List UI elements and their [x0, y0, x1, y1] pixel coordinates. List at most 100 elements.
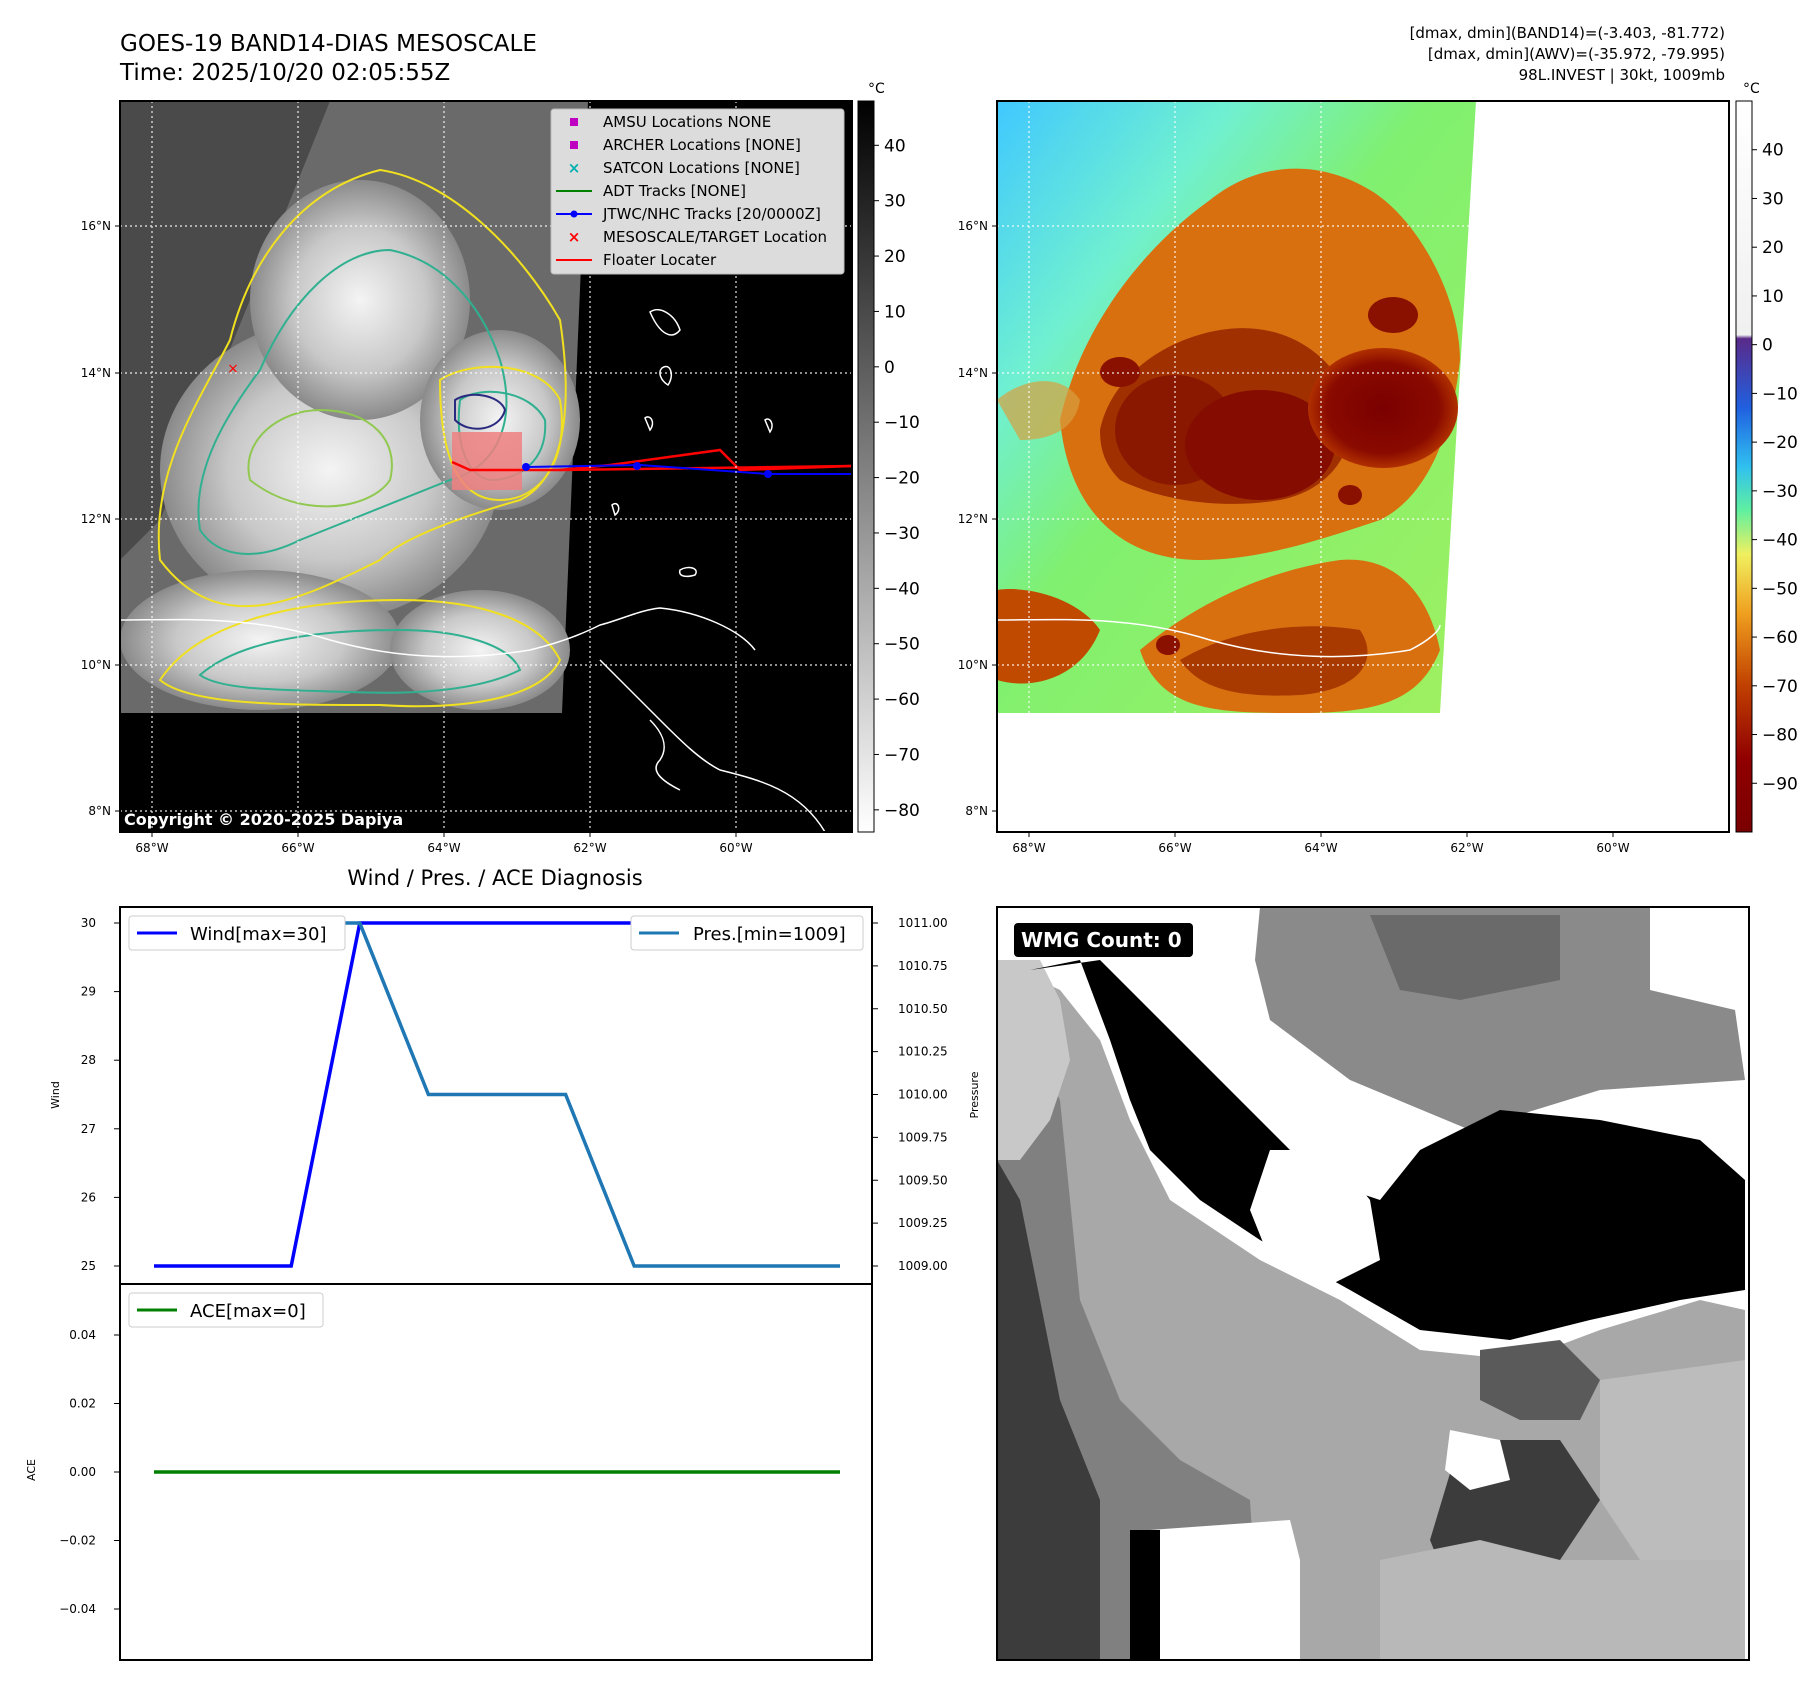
colorbar-tick-label: −10	[1762, 384, 1798, 404]
legend-entry-label: MESOSCALE/TARGET Location	[603, 228, 827, 246]
legend-entry-label: ADT Tracks [NONE]	[603, 182, 746, 200]
svg-text:×: ×	[568, 228, 581, 246]
lat-tick-label: 16°N	[81, 219, 111, 233]
lat-tick-label: 16°N	[958, 219, 988, 233]
awv-map-panel	[997, 101, 1729, 832]
lat-tick-label: 14°N	[958, 366, 988, 380]
colorbar-tick-label: −50	[884, 635, 920, 655]
lat-tick-label: 10°N	[958, 658, 988, 672]
diagnosis-title: Wind / Pres. / ACE Diagnosis	[347, 866, 642, 890]
colorbar-tick-label: 20	[884, 247, 906, 267]
colorbar-tick-label: −40	[884, 579, 920, 599]
colorbar-tick-label: −20	[1762, 433, 1798, 453]
ir-map-legend: AMSU Locations NONE ARCHER Locations [NON…	[550, 108, 845, 275]
colorbar-tick-label: 30	[1762, 189, 1784, 209]
colorbar-tick-label: 10	[884, 302, 906, 322]
pressure-legend-label: Pres.[min=1009]	[693, 924, 846, 945]
colorbar-tick-label: −10	[884, 413, 920, 433]
target-location-marker: ×	[227, 361, 239, 377]
lat-tick-label: 10°N	[81, 658, 111, 672]
ace-tick-label: −0.04	[59, 1602, 96, 1616]
pressure-axis-ticks: 1011.00 1010.75 1010.50 1010.25 1010.00 1009.…	[872, 916, 948, 1273]
figure-title: GOES-19 BAND14-DIAS MESOSCALE	[120, 31, 537, 57]
awv-map-latitude-ticks: 16°N 14°N 12°N 10°N 8°N	[958, 219, 997, 818]
colorbar-tick-label: −40	[1762, 531, 1798, 551]
lat-tick-label: 12°N	[81, 512, 111, 526]
colorbar-tick-label: −20	[884, 469, 920, 489]
ace-legend: ACE[max=0]	[128, 1292, 324, 1328]
ace-axis-ticks: 0.04 0.02 0.00 −0.02 −0.04	[59, 1328, 120, 1616]
pressure-legend: Pres.[min=1009]	[630, 915, 864, 951]
awv-range-info: [dmax, dmin](AWV)=(-35.972, -79.995)	[1428, 45, 1725, 63]
wind-tick-label: 25	[81, 1259, 96, 1273]
colorbar-tick-label: 40	[1762, 141, 1784, 161]
storm-info: 98L.INVEST | 30kt, 1009mb	[1519, 66, 1725, 84]
lon-tick-label: 62°W	[573, 841, 606, 855]
pressure-tick-label: 1010.75	[898, 959, 948, 973]
ir-map-longitude-ticks: 68°W 66°W 64°W 62°W 60°W	[135, 832, 753, 855]
pressure-tick-label: 1010.25	[898, 1045, 948, 1059]
figure-timestamp: Time: 2025/10/20 02:05:55Z	[119, 60, 450, 86]
lat-tick-label: 8°N	[88, 804, 111, 818]
pressure-tick-label: 1009.50	[898, 1173, 948, 1187]
pressure-tick-label: 1009.00	[898, 1259, 948, 1273]
wind-axis-label: Wind	[49, 1081, 62, 1109]
legend-entry-label: AMSU Locations NONE	[603, 113, 771, 131]
awv-colorbar: °C 40 30 20 10 0 −10 −20 −30 −40 −50 −60 −70 −80 −90	[1735, 81, 1798, 833]
colorbar-tick-label: −70	[884, 745, 920, 765]
wind-tick-label: 30	[81, 916, 96, 930]
ace-legend-label: ACE[max=0]	[190, 1301, 306, 1322]
colorbar-tick-label: −30	[1762, 482, 1798, 502]
pressure-tick-label: 1011.00	[898, 916, 948, 930]
lat-tick-label: 14°N	[81, 366, 111, 380]
wind-tick-label: 26	[81, 1190, 96, 1204]
pressure-tick-label: 1009.25	[898, 1216, 948, 1230]
svg-text:×: ×	[568, 159, 581, 177]
colorbar-tick-label: 0	[1762, 336, 1773, 356]
pressure-axis-label: Pressure	[968, 1071, 981, 1118]
ir-map-latitude-ticks: 16°N 14°N 12°N 10°N 8°N	[81, 219, 120, 818]
lon-tick-label: 66°W	[1158, 841, 1191, 855]
awv-colorbar-unit: °C	[1743, 81, 1760, 97]
wind-axis-ticks: 30 29 28 27 26 25	[81, 916, 120, 1273]
awv-map-longitude-ticks: 68°W 66°W 64°W 62°W 60°W	[1012, 832, 1630, 855]
lon-tick-label: 64°W	[1304, 841, 1337, 855]
lon-tick-label: 64°W	[427, 841, 460, 855]
ace-axis-label: ACE	[25, 1459, 38, 1481]
lon-tick-label: 62°W	[1450, 841, 1483, 855]
wind-legend-label: Wind[max=30]	[190, 924, 327, 945]
pressure-tick-label: 1009.75	[898, 1130, 948, 1144]
lat-tick-label: 8°N	[965, 804, 988, 818]
ir-colorbar: °C 40 30 20 10 0 −10 −20 −30 −40 −50 −60 −70 −80	[857, 81, 920, 833]
wind-legend: Wind[max=30]	[128, 915, 346, 951]
legend-entry-label: JTWC/NHC Tracks [20/0000Z]	[602, 205, 821, 223]
wind-tick-label: 27	[81, 1122, 96, 1136]
colorbar-tick-label: 30	[884, 192, 906, 212]
pressure-tick-label: 1010.50	[898, 1002, 948, 1016]
colorbar-tick-label: −80	[1762, 726, 1798, 746]
band14-range-info: [dmax, dmin](BAND14)=(-3.403, -81.772)	[1410, 24, 1725, 42]
ace-tick-label: 0.02	[69, 1397, 96, 1411]
legend-entry-label: SATCON Locations [NONE]	[603, 159, 800, 177]
colorbar-tick-label: 20	[1762, 238, 1784, 258]
colorbar-tick-label: −80	[884, 801, 920, 821]
lon-tick-label: 68°W	[135, 841, 168, 855]
lat-tick-label: 12°N	[958, 512, 988, 526]
colorbar-tick-label: −60	[884, 690, 920, 710]
colorbar-tick-label: 0	[884, 358, 895, 378]
ir-colorbar-unit: °C	[868, 81, 885, 97]
wmg-count-label: WMG Count: 0	[1021, 928, 1182, 952]
lon-tick-label: 60°W	[1596, 841, 1629, 855]
wind-tick-label: 28	[81, 1053, 96, 1067]
colorbar-tick-label: −90	[1762, 774, 1798, 794]
colorbar-tick-label: −50	[1762, 579, 1798, 599]
copyright-notice: Copyright © 2020-2025 Dapiya	[124, 810, 403, 829]
colorbar-tick-label: −60	[1762, 628, 1798, 648]
legend-entry-label: ARCHER Locations [NONE]	[603, 136, 801, 154]
ace-tick-label: −0.02	[59, 1534, 96, 1548]
ace-tick-label: 0.04	[69, 1328, 96, 1342]
legend-entry-label: Floater Locater	[603, 251, 717, 269]
wmg-panel: WMG Count: 0	[997, 907, 1749, 1660]
lon-tick-label: 66°W	[281, 841, 314, 855]
